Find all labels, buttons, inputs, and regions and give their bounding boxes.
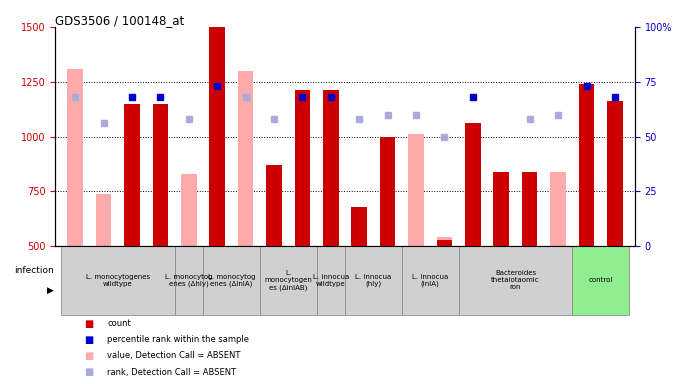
Text: L. monocytog
enes (ΔinlA): L. monocytog enes (ΔinlA) (208, 274, 255, 287)
Bar (266, 165, 282, 246)
Text: ▶: ▶ (47, 286, 54, 295)
Text: infection: infection (14, 266, 54, 275)
Text: ■: ■ (84, 367, 93, 377)
Bar (579, 84, 594, 246)
Text: ■: ■ (84, 351, 93, 361)
Bar (351, 207, 367, 246)
Bar (402, 246, 459, 314)
Bar (323, 91, 339, 246)
Text: Bacteroides
thetaiotaomic
ron: Bacteroides thetaiotaomic ron (491, 270, 540, 290)
Text: L. monocytog
enes (Δhly): L. monocytog enes (Δhly) (165, 274, 213, 287)
Bar (522, 172, 538, 246)
Bar (181, 174, 197, 246)
Bar (437, 240, 452, 246)
Text: L. innocua
(hly): L. innocua (hly) (355, 274, 391, 287)
Text: ■: ■ (84, 335, 93, 345)
Text: L. innocua
(inlA): L. innocua (inlA) (412, 274, 449, 287)
Bar (68, 68, 83, 246)
Bar (437, 237, 452, 246)
Bar (238, 71, 253, 246)
Text: L. innocua
wildtype: L. innocua wildtype (313, 274, 349, 287)
Text: value, Detection Call = ABSENT: value, Detection Call = ABSENT (108, 351, 241, 361)
Text: count: count (108, 319, 131, 328)
Bar (380, 136, 395, 246)
Bar (493, 172, 509, 246)
Text: GDS3506 / 100148_at: GDS3506 / 100148_at (55, 14, 184, 27)
Bar (124, 104, 140, 246)
Bar (203, 246, 259, 314)
Bar (295, 91, 310, 246)
Text: percentile rank within the sample: percentile rank within the sample (108, 336, 249, 344)
Bar (345, 246, 402, 314)
Text: L. monocytogenes
wildtype: L. monocytogenes wildtype (86, 274, 150, 287)
Text: control: control (589, 277, 613, 283)
Bar (551, 172, 566, 246)
Bar (152, 104, 168, 246)
Bar (317, 246, 345, 314)
Bar (465, 123, 481, 246)
Text: ■: ■ (84, 319, 93, 329)
Bar (259, 246, 317, 314)
Bar (61, 246, 175, 314)
Bar (209, 27, 225, 246)
Bar (607, 101, 623, 246)
Bar (572, 246, 629, 314)
Bar (408, 134, 424, 246)
Text: L.
monocytogen
es (ΔinlAB): L. monocytogen es (ΔinlAB) (264, 270, 312, 291)
Bar (96, 194, 111, 246)
Bar (459, 246, 572, 314)
Text: rank, Detection Call = ABSENT: rank, Detection Call = ABSENT (108, 367, 237, 376)
Bar (175, 246, 203, 314)
